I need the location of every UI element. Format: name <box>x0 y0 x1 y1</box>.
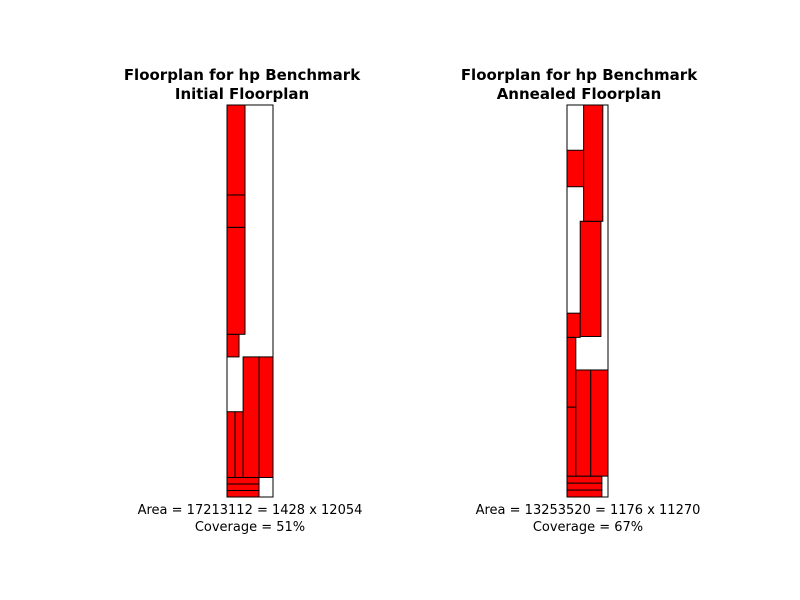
module-block <box>226 226 246 335</box>
chip-outline <box>226 104 274 498</box>
area-text: Area = 13253520 = 1176 x 11270 <box>476 503 701 518</box>
module-block <box>566 149 585 188</box>
module-block <box>566 482 603 491</box>
module-block <box>234 411 244 478</box>
module-block <box>566 475 603 484</box>
module-block <box>226 483 260 491</box>
module-block <box>226 476 260 485</box>
module-block <box>226 489 260 498</box>
panel-title-line1: Floorplan for hp Benchmark <box>461 66 698 84</box>
block-layer <box>566 104 609 498</box>
module-block <box>566 312 581 338</box>
module-block <box>583 104 604 222</box>
chip-outline <box>566 104 609 498</box>
module-block <box>566 336 577 408</box>
panel-title-line2: Initial Floorplan <box>175 85 309 103</box>
module-block <box>258 356 274 478</box>
panel-annealed: Floorplan for hp Benchmark Annealed Floo… <box>461 66 701 535</box>
module-block <box>579 220 602 337</box>
panel-title-line2: Annealed Floorplan <box>497 85 662 103</box>
module-block <box>566 489 603 498</box>
module-block <box>566 406 577 477</box>
module-block <box>226 411 236 478</box>
block-layer <box>226 104 274 498</box>
module-block <box>242 356 260 478</box>
area-text: Area = 17213112 = 1428 x 12054 <box>138 503 363 518</box>
panel-initial: Floorplan for hp Benchmark Initial Floor… <box>124 66 363 535</box>
module-block <box>575 369 592 477</box>
module-block <box>226 194 246 228</box>
panel-title-line1: Floorplan for hp Benchmark <box>124 66 361 84</box>
coverage-text: Coverage = 51% <box>195 520 305 535</box>
coverage-text: Coverage = 67% <box>533 520 643 535</box>
module-block <box>590 369 609 477</box>
module-block <box>226 333 240 358</box>
module-block <box>226 104 246 196</box>
